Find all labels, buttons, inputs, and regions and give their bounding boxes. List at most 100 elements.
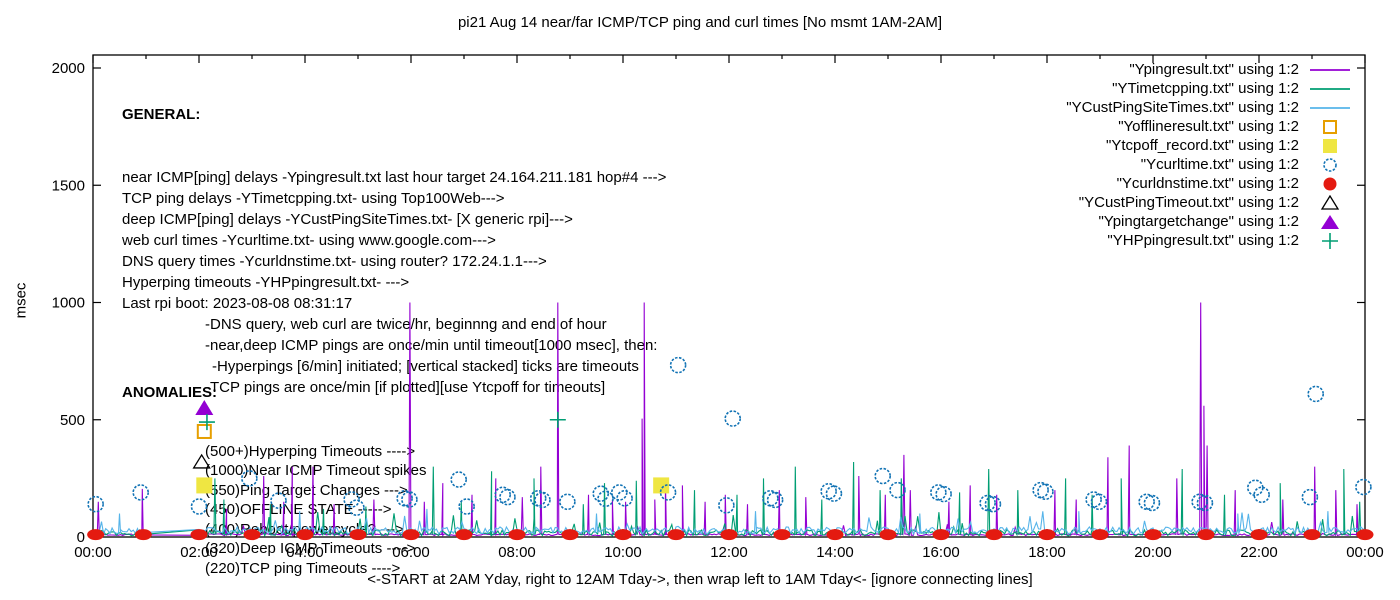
x-tick-label: 08:00	[498, 544, 536, 561]
point-Ycurltime.txt	[458, 498, 475, 515]
point-Ycurltime.txt	[766, 491, 784, 509]
point-Ycurltime.txt	[930, 484, 947, 501]
legend-label: "YTimetcpping.txt" using 1:2	[1112, 80, 1299, 97]
general-heading: GENERAL:	[122, 106, 201, 123]
legend-item-Yofflineresult.txt: "Yofflineresult.txt" using 1:2	[1066, 117, 1352, 136]
x-tick-label: 12:00	[710, 544, 748, 561]
point-Ycurltime.txt	[825, 485, 843, 502]
general-note-line: Last rpi boot: 2023-08-08 08:31:17	[122, 295, 353, 312]
legend-item-Ypingresult.txt: "Ypingresult.txt" using 1:2	[1066, 60, 1352, 79]
point-Ycurltime.txt	[597, 490, 614, 508]
circle-open-legend-glyph	[1323, 157, 1337, 172]
point-Ycurltime.txt	[529, 490, 547, 507]
x-tick-label: 22:00	[1240, 544, 1278, 561]
y-tick-label: 1000	[52, 295, 85, 312]
point-Ycurldnstime.txt	[1091, 529, 1109, 541]
point-Ycurltime.txt	[616, 490, 633, 507]
general-note-line: near ICMP[ping] delays -Ypingresult.txt …	[122, 169, 667, 186]
point-Ytcpoff_record.txt	[653, 477, 670, 494]
point-Ycurltime.txt	[935, 485, 952, 503]
legend-item-Ycurldnstime.txt: "Ycurldnstime.txt" using 1:2	[1066, 174, 1352, 193]
point-Ycurldnstime.txt	[561, 529, 579, 541]
point-Ycurltime.txt	[87, 495, 104, 513]
anomaly-note-line: (450)OFFLINE STATE ----->	[205, 501, 392, 518]
triangle-filled-legend-glyph	[1321, 214, 1339, 229]
point-Ycurltime.txt	[1138, 493, 1155, 511]
legend-item-YHPpingresult.txt: "YHPpingresult.txt" using 1:2	[1066, 231, 1352, 250]
point-Ycurltime.txt	[610, 484, 628, 501]
legend-label: "Ytcpoff_record.txt" using 1:2	[1106, 137, 1299, 154]
point-Ycurltime.txt	[534, 491, 551, 509]
legend-item-Ypingtargetchange: "Ypingtargetchange" using 1:2	[1066, 212, 1352, 231]
point-Ycurltime.txt	[592, 485, 610, 502]
point-Ycurltime.txt	[889, 481, 906, 499]
legend-item-YTimetcpping.txt: "YTimetcpping.txt" using 1:2	[1066, 79, 1352, 98]
point-Ycurltime.txt	[820, 482, 837, 500]
general-note-line: Hyperping timeouts -YHPpingresult.txt- -…	[122, 274, 410, 291]
point-Ycurldnstime.txt	[826, 529, 844, 541]
x-tick-label: 16:00	[922, 544, 960, 561]
point-Ycurltime.txt	[1085, 491, 1102, 508]
general-note-line: deep ICMP[ping] delays -YCustPingSiteTim…	[122, 211, 573, 228]
chart-title: pi21 Aug 14 near/far ICMP/TCP ping and c…	[457, 14, 943, 31]
point-Ycurltime.txt	[494, 486, 511, 504]
point-Ycurltime.txt	[874, 467, 892, 485]
anomalies-notes-block: ANOMALIES: (500+)Hyperping Timeouts ----…	[122, 344, 426, 600]
x-tick-label: 00:00	[1346, 544, 1384, 561]
legend-label: "Ypingtargetchange" using 1:2	[1098, 213, 1299, 230]
point-Ycurldnstime.txt	[614, 529, 632, 541]
point-Ycurltime.txt	[1196, 494, 1214, 512]
y-tick-label: 1500	[52, 177, 85, 194]
point-Ycurltime.txt	[1253, 486, 1270, 504]
legend-label: "YCustPingTimeout.txt" using 1:2	[1078, 194, 1299, 211]
legend-label: "YCustPingSiteTimes.txt" using 1:2	[1066, 99, 1299, 116]
x-tick-label: 10:00	[604, 544, 642, 561]
point-Ycurltime.txt	[1307, 385, 1325, 403]
line-legend-glyph	[1310, 87, 1350, 90]
point-Ycurltime.txt	[1143, 494, 1161, 512]
legend-label: "Ypingresult.txt" using 1:2	[1129, 61, 1299, 78]
anomaly-note-line: (320)Deep ICMP Timeouts ---->	[205, 540, 416, 557]
line-legend-glyph	[1310, 106, 1350, 109]
anomaly-note-line: (550)Ping Target Changes --->	[205, 481, 408, 499]
x-tick-label: 18:00	[1028, 544, 1066, 561]
point-Ycurldnstime.txt	[87, 529, 105, 541]
point-Ycurltime.txt	[659, 484, 677, 501]
legend-item-Ytcpoff_record.txt: "Ytcpoff_record.txt" using 1:2	[1066, 136, 1352, 155]
point-Ycurldnstime.txt	[1144, 529, 1162, 541]
point-Ycurldnstime.txt	[1197, 529, 1215, 541]
triangle-open-legend-glyph	[1320, 194, 1340, 210]
point-Ycurltime.txt	[984, 495, 1002, 513]
circle-filled-legend-glyph	[1323, 177, 1337, 190]
point-Ycurldnstime.txt	[1038, 529, 1056, 541]
point-Ycurltime.txt	[724, 410, 742, 427]
square-open-legend-glyph	[1323, 119, 1337, 134]
point-Ycurltime.txt	[1037, 483, 1054, 501]
legend-item-Ycurltime.txt: "Ycurltime.txt" using 1:2	[1066, 155, 1352, 174]
plus-legend-glyph	[1322, 232, 1338, 249]
point-Ycurltime.txt	[1191, 493, 1208, 511]
point-Ycurltime.txt	[762, 490, 779, 507]
legend-label: "Yofflineresult.txt" using 1:2	[1118, 118, 1299, 135]
legend-item-YCustPingSiteTimes.txt: "YCustPingSiteTimes.txt" using 1:2	[1066, 98, 1352, 117]
general-note-line: TCP ping delays -YTimetcpping.txt- using…	[122, 190, 505, 207]
y-tick-label: 0	[77, 529, 85, 546]
anomaly-note-line: (400)Reboot/powercycle? --->	[205, 520, 404, 538]
point-Ycurldnstime.txt	[508, 529, 526, 541]
anomalies-heading: ANOMALIES:	[122, 384, 217, 401]
point-Ycurldnstime.txt	[667, 529, 685, 541]
point-Ycurldnstime.txt	[720, 529, 738, 541]
point-Ycurltime.txt	[1246, 479, 1264, 497]
point-Ycurldnstime.txt	[773, 529, 791, 541]
point-Ycurldnstime.txt	[1303, 529, 1321, 541]
y-axis-label: msec	[12, 282, 30, 319]
point-Ycurltime.txt	[718, 497, 735, 514]
point-Ycurltime.txt	[559, 493, 576, 511]
legend-label: "Ycurldnstime.txt" using 1:2	[1116, 175, 1299, 192]
x-tick-label: 14:00	[816, 544, 854, 561]
point-Ycurldnstime.txt	[879, 529, 897, 541]
point-Ycurltime.txt	[1301, 488, 1319, 506]
point-Ycurldnstime.txt	[985, 529, 1003, 541]
general-note-line: DNS query times -Ycurldnstime.txt- using…	[122, 253, 547, 270]
